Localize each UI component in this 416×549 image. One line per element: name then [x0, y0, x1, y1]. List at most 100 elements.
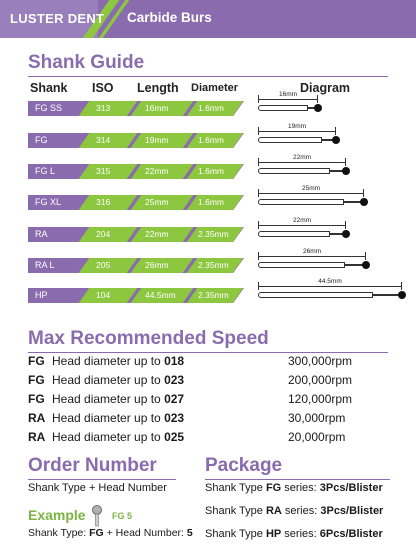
header-bar: LUSTER DENT Carbide Burs — [0, 0, 416, 38]
package-prefix: Shank Type — [205, 505, 266, 517]
shank-row: RA 204 22mm 2.35mm — [28, 227, 244, 242]
speed-rpm: 200,000rpm — [288, 373, 353, 387]
shank-row: FG 314 19mm 1.6mm — [28, 133, 244, 148]
speed-shank-type: FG — [28, 373, 45, 387]
iso-value: 316 — [96, 197, 111, 207]
dimension-label: 22mm — [290, 154, 314, 161]
package-mid: series: — [281, 528, 320, 540]
dimension-line: 44.5mm — [258, 278, 402, 290]
dimension-rule — [259, 256, 365, 257]
speed-row: RA Head diameter up to 025 20,000rpm — [28, 430, 388, 446]
col-diameter: Diameter — [191, 82, 239, 94]
bur-head — [360, 198, 368, 206]
speed-rpm: 30,000rpm — [288, 411, 346, 425]
order-number-title: Order Number — [28, 455, 157, 476]
shank-type: RA L — [35, 260, 55, 270]
bur-shaft — [258, 105, 308, 111]
dimension-label: 16mm — [276, 91, 300, 98]
bur-neck — [330, 170, 344, 172]
speed-row: FG Head diameter up to 018 300,000rpm — [28, 354, 388, 370]
speed-row: RA Head diameter up to 023 30,000rpm — [28, 411, 388, 427]
bur-shaft — [258, 292, 373, 298]
speed-head-value: 023 — [164, 411, 185, 425]
speed-desc-text: Head diameter up to — [52, 354, 165, 368]
package-type: FG — [265, 482, 282, 494]
iso-value: 313 — [96, 103, 111, 113]
shank-type: HP — [35, 290, 48, 300]
bur-neck — [344, 201, 362, 203]
col-iso: ISO — [92, 81, 114, 95]
package-type: RA — [265, 505, 282, 517]
dimension-rule — [259, 131, 335, 132]
dimension-label: 44.5mm — [316, 278, 344, 285]
bur-neck — [308, 107, 316, 109]
speed-row: FG Head diameter up to 027 120,000rpm — [28, 392, 388, 408]
order-formula: Shank Type + Head Number — [28, 482, 167, 494]
shank-type: FG — [35, 135, 48, 145]
diameter-value: 1.6mm — [198, 135, 224, 145]
example-label: Example — [28, 507, 86, 523]
bur-head — [342, 230, 350, 238]
package-row: Shank Type RA series: 3Pcs/Blister — [205, 505, 383, 517]
package-type: HP — [265, 528, 282, 540]
bur-neck — [345, 264, 364, 266]
example-code: FG 5 — [112, 511, 133, 521]
bur-neck — [322, 139, 334, 141]
length-value: 26mm — [145, 260, 169, 270]
max-speed-rule — [28, 352, 388, 353]
bur-head — [342, 167, 350, 175]
dimension-rule — [259, 99, 317, 100]
example-mid: + Head Number: — [103, 527, 187, 539]
max-speed-title: Max Recommended Speed — [28, 328, 269, 349]
package-prefix: Shank Type — [205, 528, 266, 540]
col-length: Length — [137, 81, 179, 95]
bur-diagram: 19mm — [254, 123, 348, 147]
iso-value: 104 — [96, 290, 111, 300]
bur-shaft — [258, 137, 322, 143]
dimension-line: 22mm — [258, 217, 346, 229]
bur-icon — [92, 505, 102, 527]
package-prefix: Shank Type — [205, 482, 266, 494]
dimension-line: 25mm — [258, 185, 364, 197]
speed-desc: Head diameter up to 025 — [52, 430, 184, 444]
package-rule — [205, 479, 390, 480]
brand-area — [0, 0, 98, 38]
speed-desc-text: Head diameter up to — [52, 411, 165, 425]
dimension-label: 26mm — [300, 248, 324, 255]
bur-head — [332, 136, 340, 144]
speed-rpm: 120,000rpm — [288, 392, 353, 406]
diameter-value: 2.35mm — [198, 290, 229, 300]
iso-value: 205 — [96, 260, 111, 270]
package-row: Shank Type HP series: 6Pcs/Blister — [205, 528, 383, 540]
dimension-label: 25mm — [299, 185, 323, 192]
bur-diagram: 16mm — [254, 91, 330, 115]
speed-rpm: 300,000rpm — [288, 354, 353, 368]
page-title: Carbide Burs — [127, 10, 212, 25]
length-value: 22mm — [145, 166, 169, 176]
speed-shank-type: FG — [28, 354, 45, 368]
package-amount: 6Pcs/Blister — [319, 528, 383, 540]
dimension-rule — [259, 225, 345, 226]
bur-neck — [330, 233, 344, 235]
bur-diagram: 22mm — [254, 217, 358, 241]
speed-desc: Head diameter up to 023 — [52, 373, 184, 387]
speed-head-value: 025 — [164, 430, 185, 444]
bur-diagram: 26mm — [254, 248, 378, 272]
shank-row: FG L 315 22mm 1.6mm — [28, 164, 244, 179]
bur-diagram: 44.5mm — [254, 278, 414, 302]
iso-value: 315 — [96, 166, 111, 176]
iso-value: 314 — [96, 135, 111, 145]
speed-head-value: 023 — [164, 373, 185, 387]
length-value: 16mm — [145, 103, 169, 113]
example-head: 5 — [186, 527, 193, 539]
bur-head — [314, 104, 322, 112]
length-value: 44.5mm — [145, 290, 176, 300]
shank-row: FG XL 316 25mm 1.6mm — [28, 195, 244, 210]
bur-shaft — [258, 199, 344, 205]
bur-neck — [373, 294, 400, 296]
speed-desc-text: Head diameter up to — [52, 392, 165, 406]
shank-guide-title: Shank Guide — [28, 52, 145, 73]
col-shank: Shank — [30, 81, 68, 95]
iso-value: 204 — [96, 229, 111, 239]
speed-desc: Head diameter up to 018 — [52, 354, 184, 368]
